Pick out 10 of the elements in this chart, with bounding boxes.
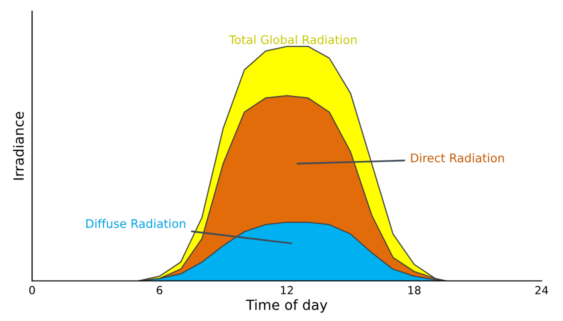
series-label: Total Global Radiation — [228, 34, 356, 44]
x-tick-label: 6 — [156, 286, 162, 294]
x-axis-title: Time of day — [246, 299, 328, 313]
text: Diffuse Radiation — [86, 218, 186, 228]
x-tick-label: 0 — [29, 286, 35, 294]
text: Direct Radiation — [411, 153, 504, 162]
y-axis-title: Irradiance — [13, 112, 24, 180]
x-tick-label: 24 — [535, 286, 548, 294]
x-tick-label: 18 — [408, 286, 421, 294]
x-tick-label: 12 — [281, 286, 293, 294]
